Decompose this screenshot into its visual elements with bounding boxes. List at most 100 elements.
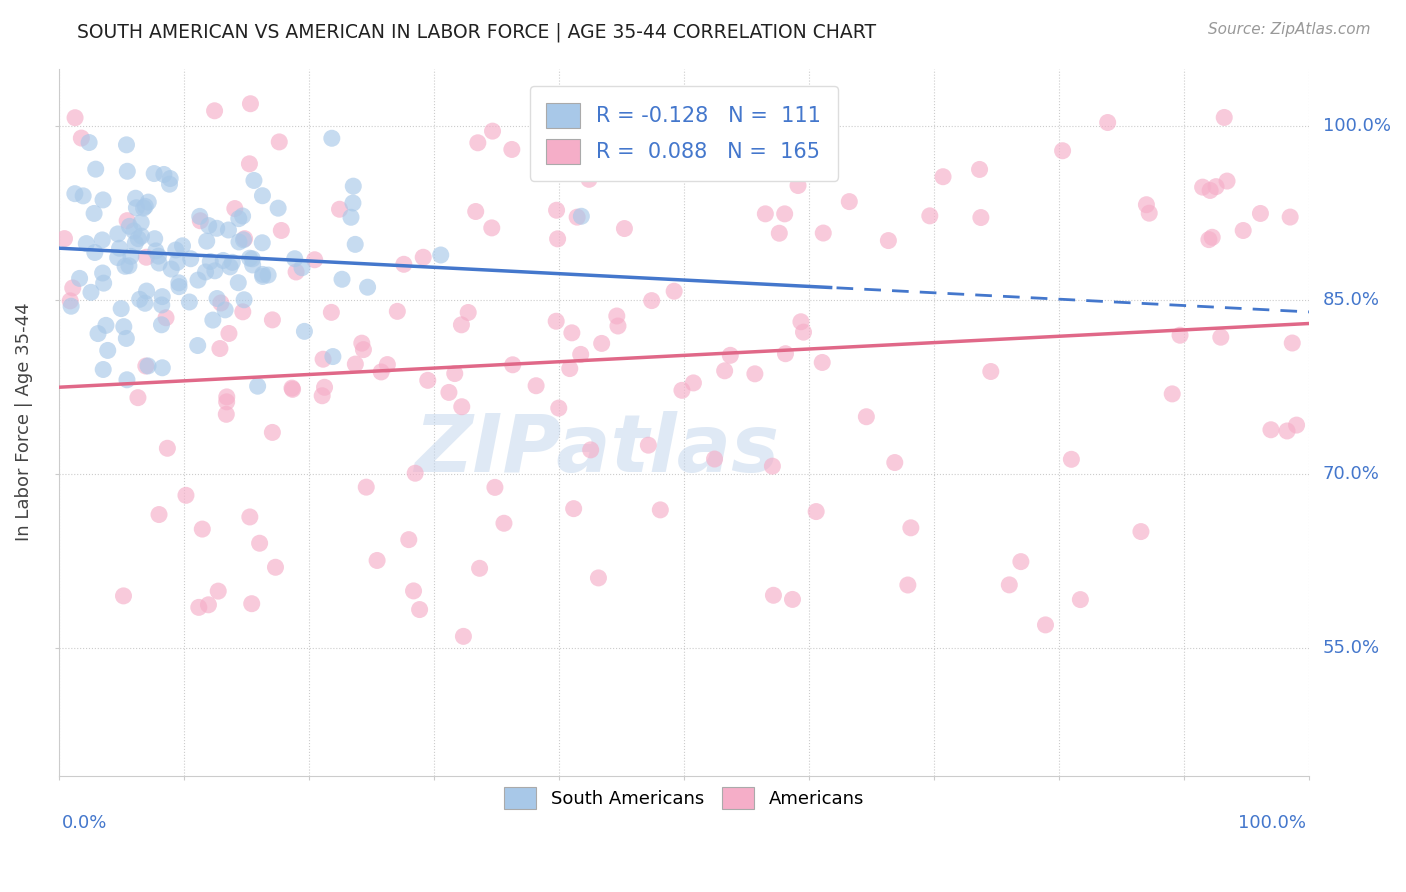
Point (180, 252, 202, 266)
Point (134, 199, 156, 213)
Point (640, 293, 662, 308)
Point (228, 235, 250, 249)
Point (1260, 423, 1282, 437)
Point (267, 201, 290, 215)
Point (464, 204, 486, 219)
Point (148, 249, 170, 263)
Text: 70.0%: 70.0% (1323, 465, 1379, 483)
Point (1097, 115, 1119, 129)
Point (167, 279, 190, 293)
Point (366, 553, 388, 567)
Point (118, 259, 141, 273)
Legend: South Americans, Americans: South Americans, Americans (496, 780, 872, 816)
Point (136, 359, 159, 373)
Point (561, 326, 583, 340)
Point (1137, 206, 1160, 220)
Point (883, 456, 905, 470)
Point (218, 326, 240, 341)
Point (344, 357, 367, 371)
Point (588, 571, 610, 585)
Point (1285, 418, 1308, 433)
Point (790, 315, 813, 329)
Point (1161, 387, 1184, 401)
Point (208, 342, 231, 356)
Point (1275, 424, 1298, 438)
Point (128, 293, 150, 307)
Point (312, 352, 335, 367)
Point (571, 120, 593, 134)
Text: 55.0%: 55.0% (1323, 639, 1381, 657)
Point (129, 216, 152, 230)
Point (897, 578, 920, 592)
Point (150, 360, 173, 375)
Point (252, 269, 274, 284)
Point (1069, 592, 1091, 607)
Point (502, 358, 524, 372)
Point (84, 162, 107, 177)
Point (226, 276, 249, 290)
Point (145, 244, 167, 258)
Point (53, 231, 76, 245)
Point (900, 521, 922, 535)
Point (754, 207, 776, 221)
Point (429, 248, 451, 262)
Point (562, 501, 585, 516)
Point (118, 219, 141, 234)
Point (546, 314, 568, 328)
Point (408, 602, 430, 616)
Point (70, 131, 93, 145)
Point (565, 210, 588, 224)
Point (197, 598, 219, 612)
Point (204, 103, 226, 118)
Point (83, 245, 105, 260)
Point (134, 296, 156, 310)
Point (166, 255, 188, 269)
Point (120, 249, 142, 263)
Point (1281, 336, 1303, 351)
Point (200, 254, 222, 268)
Point (720, 142, 742, 156)
Point (172, 239, 194, 253)
Point (233, 232, 256, 246)
Point (546, 203, 568, 218)
Point (167, 276, 190, 290)
Point (1035, 618, 1057, 632)
Point (60, 299, 83, 313)
Point (232, 209, 254, 223)
Point (257, 268, 280, 282)
Point (291, 260, 314, 275)
Point (188, 210, 211, 224)
Point (591, 336, 613, 351)
Point (681, 153, 703, 167)
Point (370, 365, 392, 379)
Point (650, 503, 672, 517)
Point (612, 157, 634, 171)
Point (682, 376, 704, 390)
Point (224, 202, 246, 216)
Point (94, 318, 117, 333)
Point (124, 191, 146, 205)
Point (240, 597, 263, 611)
Point (165, 243, 187, 257)
Point (671, 116, 693, 130)
Point (402, 583, 425, 598)
Point (1168, 328, 1191, 343)
Point (207, 584, 229, 599)
Point (457, 305, 479, 319)
Point (352, 343, 374, 357)
Point (304, 252, 326, 267)
Point (787, 178, 810, 193)
Point (219, 260, 242, 274)
Point (243, 173, 266, 187)
Point (156, 442, 179, 456)
Point (718, 348, 741, 362)
Point (143, 232, 166, 246)
Point (284, 252, 307, 266)
Point (1201, 230, 1223, 244)
Point (569, 209, 592, 223)
Point (468, 561, 491, 575)
Point (155, 310, 177, 325)
Point (153, 168, 176, 182)
Point (492, 516, 515, 531)
Point (127, 232, 149, 246)
